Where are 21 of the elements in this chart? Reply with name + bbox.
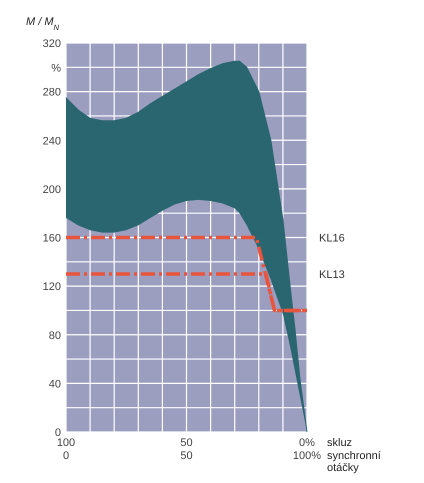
y-tick-label: 120	[42, 281, 61, 294]
x-axis-title: synchronní otáčky	[327, 450, 382, 474]
y-tick-label: 320	[42, 38, 61, 50]
x-tick-label: 0	[62, 450, 70, 462]
text: KL16	[319, 232, 345, 244]
x2-tick-label: 0%	[299, 437, 316, 449]
text: KL13	[319, 268, 345, 281]
y-tick-label: 0	[54, 427, 61, 439]
x-tick-label: 50	[180, 450, 193, 462]
y-tick-label: 40	[48, 378, 61, 390]
y-tick-label: 80	[48, 330, 61, 342]
y-axis-title: M / M$_{N}$	[26, 16, 60, 32]
x2-tick-label: 50	[180, 437, 193, 449]
y-tick-label: 240	[42, 135, 61, 148]
x2-axis-title: skluz	[327, 437, 352, 449]
y-tick-label: 280	[42, 86, 61, 99]
x2-tick-label: 100	[56, 437, 76, 449]
x-tick-label: 100%	[292, 450, 322, 462]
y-tick-label: 200	[42, 184, 61, 196]
text: %	[51, 62, 62, 74]
y-tick-label: 160	[42, 232, 61, 244]
